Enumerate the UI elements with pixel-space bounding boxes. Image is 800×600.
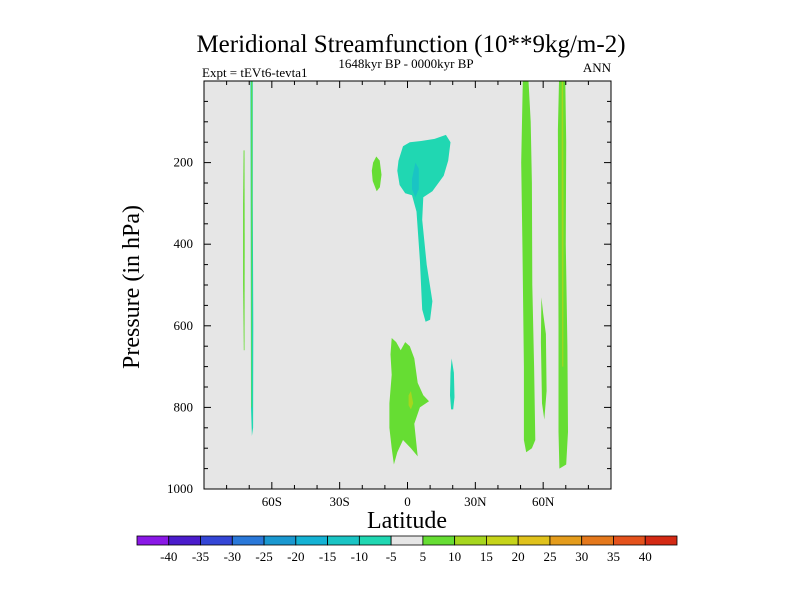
colorbar-label: -15 [319, 549, 336, 564]
colorbar-label: -40 [160, 549, 177, 564]
colorbar-label: 10 [448, 549, 461, 564]
y-tick-label: 800 [174, 399, 194, 414]
contour-nh-midlat-strip-main [521, 81, 536, 453]
contour-nh-polar-strip-core [561, 81, 564, 367]
y-axis-ticks: 200 400 600 800 1000 [167, 80, 611, 496]
colorbar-label: 15 [480, 549, 493, 564]
colorbar: -40 -35 -30 -25 -20 -15 -10 -5 5 10 15 20 25 30 35 40 [136, 535, 678, 564]
period-label: 1648kyr BP - 0000kyr BP [338, 56, 473, 71]
colorbar-label: -35 [192, 549, 209, 564]
contour-sh-polar-strip-left [243, 150, 245, 351]
colorbar-box [517, 535, 551, 546]
colorbar-box [644, 535, 678, 546]
colorbar-label: 40 [639, 549, 652, 564]
colorbar-box [295, 535, 328, 546]
colorbar-label: 30 [575, 549, 588, 564]
y-tick-label: 1000 [167, 481, 193, 496]
contour-equatorial-lower-core [408, 391, 414, 410]
colorbar-box [200, 535, 233, 546]
colorbar-box [454, 535, 487, 546]
colorbar-label: -5 [386, 549, 397, 564]
colorbar-box [168, 535, 201, 546]
colorbar-box [549, 535, 583, 546]
colorbar-box [263, 535, 297, 546]
colorbar-box [327, 535, 360, 546]
colorbar-box [390, 535, 424, 546]
contour-nh-subtropical-blob [450, 358, 455, 410]
colorbar-label: -30 [224, 549, 241, 564]
contour-sh-polar-strip-inner [251, 81, 253, 408]
y-tick-label: 200 [174, 155, 194, 170]
y-tick-label: 600 [174, 318, 194, 333]
colorbar-box [486, 535, 519, 546]
colorbar-label: 5 [420, 549, 427, 564]
colorbar-label: 25 [543, 549, 556, 564]
x-tick-label: 60N [532, 494, 555, 509]
contour-equatorial-upper-cell [397, 134, 451, 322]
colorbar-label: -10 [351, 549, 368, 564]
colorbar-label: 20 [512, 549, 525, 564]
experiment-label: Expt = tEVt6-tevta1 [202, 65, 308, 80]
x-axis-label: Latitude [367, 508, 447, 534]
colorbar-label: -25 [255, 549, 272, 564]
colorbar-label: 35 [607, 549, 620, 564]
contour-subtropical-blob [371, 156, 382, 192]
colorbar-box [136, 535, 170, 546]
colorbar-box [231, 535, 265, 546]
x-tick-label: 30N [464, 494, 487, 509]
contour-layer [243, 81, 568, 469]
y-axis-label: Pressure (in hPa) [119, 205, 145, 369]
x-axis-ticks: 60S 30S 0 30N 60N [203, 81, 612, 509]
x-tick-label: 0 [404, 494, 411, 509]
colorbar-box [422, 535, 456, 546]
contour-equatorial-upper-core [412, 162, 419, 198]
x-tick-label: 30S [330, 494, 350, 509]
colorbar-box [581, 535, 614, 546]
y-tick-label: 400 [174, 236, 194, 251]
x-tick-label: 60S [262, 494, 282, 509]
contour-nh-midlat-strip-second [540, 297, 547, 420]
chart-title: Meridional Streamfunction (10**9kg/m-2) [196, 31, 625, 58]
colorbar-label: -20 [287, 549, 304, 564]
season-label: ANN [583, 60, 612, 75]
colorbar-box [613, 535, 646, 546]
colorbar-box [358, 535, 392, 546]
